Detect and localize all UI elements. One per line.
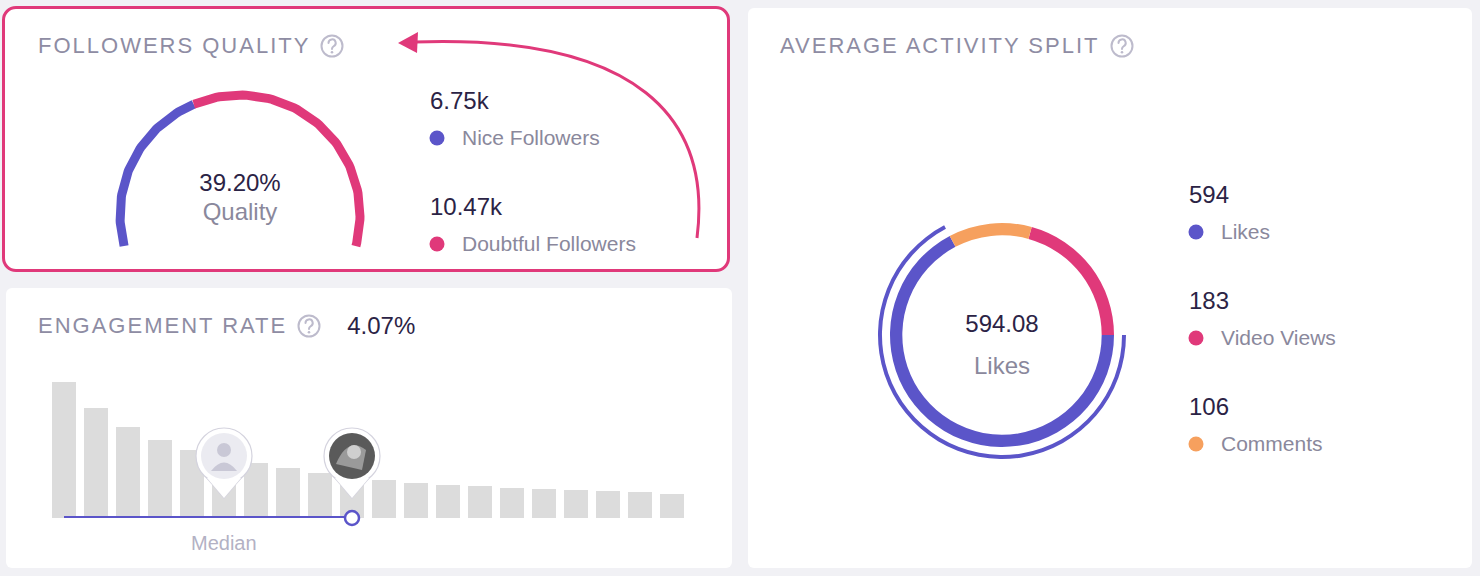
html-text:6.75k: 6.75k xyxy=(430,86,489,114)
html-text:FOLLOWERS QUALITY: FOLLOWERS QUALITY xyxy=(38,33,311,58)
html-text:Comments: Comments xyxy=(1221,432,1323,456)
html-text:594.08: 594.08 xyxy=(965,309,1039,337)
html-text:Quality: Quality xyxy=(202,197,278,225)
html-text:Doubtful Followers: Doubtful Followers xyxy=(462,232,636,256)
html-text:10.47k: 10.47k xyxy=(430,192,503,220)
html-text:AVERAGE ACTIVITY SPLIT: AVERAGE ACTIVITY SPLIT xyxy=(780,33,1100,58)
html-text:Likes: Likes xyxy=(1221,220,1270,244)
html-text:106: 106 xyxy=(1189,392,1229,420)
html-text:183: 183 xyxy=(1189,286,1229,314)
html-text:Nice Followers: Nice Followers xyxy=(462,126,600,150)
html-text:594: 594 xyxy=(1189,180,1229,208)
html-text:Video Views: Video Views xyxy=(1221,326,1336,350)
html-text:ENGAGEMENT RATE: ENGAGEMENT RATE xyxy=(38,313,288,338)
html-text:4.07%: 4.07% xyxy=(347,312,416,339)
html-text:39.20%: 39.20% xyxy=(199,168,281,196)
html-text:Likes: Likes xyxy=(974,351,1030,379)
svg-text:Median: Median xyxy=(191,532,257,554)
